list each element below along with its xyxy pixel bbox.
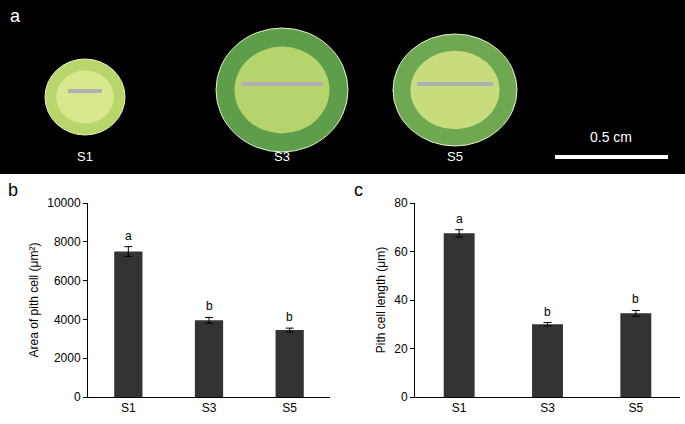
svg-text:60: 60 [394,245,408,259]
svg-text:S3: S3 [274,149,290,164]
svg-text:40: 40 [394,293,408,307]
svg-text:b: b [632,292,639,306]
svg-text:80: 80 [394,196,408,210]
svg-text:S5: S5 [447,149,463,164]
svg-text:S5: S5 [282,401,297,415]
svg-text:2000: 2000 [54,351,81,365]
svg-text:S1: S1 [77,149,93,164]
svg-text:0: 0 [74,390,81,404]
svg-text:0.5 cm: 0.5 cm [590,129,632,145]
svg-text:6000: 6000 [54,274,81,288]
svg-text:8000: 8000 [54,235,81,249]
svg-text:10000: 10000 [47,196,81,210]
svg-text:4000: 4000 [54,313,81,327]
svg-text:b: b [544,305,551,319]
svg-text:b: b [8,180,18,200]
svg-text:S3: S3 [202,401,217,415]
svg-text:b: b [206,299,213,313]
svg-text:Pith cell length (μm): Pith cell length (μm) [374,247,388,353]
svg-text:a: a [125,229,132,243]
svg-text:S5: S5 [628,401,643,415]
svg-text:S1: S1 [121,401,136,415]
svg-text:b: b [286,310,293,324]
svg-text:a: a [456,212,463,226]
svg-text:S3: S3 [540,401,555,415]
svg-text:S1: S1 [452,401,467,415]
svg-text:c: c [354,180,363,200]
svg-text:20: 20 [394,342,408,356]
svg-text:a: a [10,6,21,26]
svg-text:Area of pith cell (μm²): Area of pith cell (μm²) [27,243,41,358]
svg-text:0: 0 [401,390,408,404]
